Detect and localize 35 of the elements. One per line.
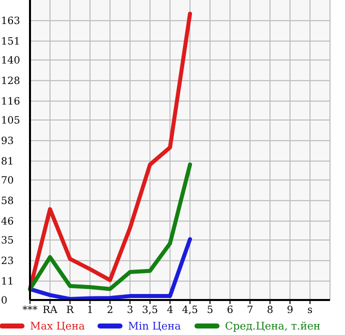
y-tick-label: 81 — [1, 156, 14, 168]
y-tick-label: 35 — [1, 236, 14, 246]
y-tick-label: 58 — [1, 196, 14, 208]
x-tick-label: 7 — [246, 305, 254, 316]
line-series — [28, 162, 192, 292]
y-tick-label: 93 — [1, 136, 14, 148]
x-tick-label: 4 — [166, 305, 174, 316]
y-tick-label: 128 — [1, 76, 20, 88]
y-tick-label: 46 — [1, 216, 14, 228]
y-tick-label: 163 — [1, 16, 20, 28]
legend-label: Max Цена — [30, 320, 85, 333]
y-tick-label: 151 — [1, 36, 20, 48]
x-tick-label: 3 — [126, 305, 134, 316]
y-tick-label: 23 — [1, 256, 14, 268]
x-tick-label: 4,5 — [182, 305, 198, 316]
legend-label: Min Цена — [128, 320, 181, 333]
x-tick-label: 1 — [86, 305, 94, 316]
x-tick-label: 6 — [226, 305, 234, 316]
x-tick-label: 9 — [286, 305, 294, 316]
y-tick-label: 0 — [1, 296, 8, 306]
y-tick-label: 140 — [1, 56, 20, 66]
line-series — [28, 237, 192, 301]
x-tick-label: 5 — [206, 305, 214, 316]
x-tick-label: s — [307, 305, 313, 316]
x-tick-label: 8 — [266, 305, 274, 316]
x-tick-label: RA — [42, 305, 58, 316]
y-tick-label: 116 — [1, 96, 20, 108]
x-tick-label: 2 — [106, 305, 114, 316]
y-tick-label: 11 — [1, 276, 14, 288]
legend-label: Сред.Цена, т.йен — [225, 320, 320, 333]
x-tick-label: 3,5 — [142, 305, 158, 316]
y-tick-label: 70 — [1, 176, 14, 186]
x-tick-label: R — [66, 305, 74, 316]
x-tick-label: *** — [22, 305, 38, 316]
y-tick-label: 105 — [1, 116, 20, 126]
